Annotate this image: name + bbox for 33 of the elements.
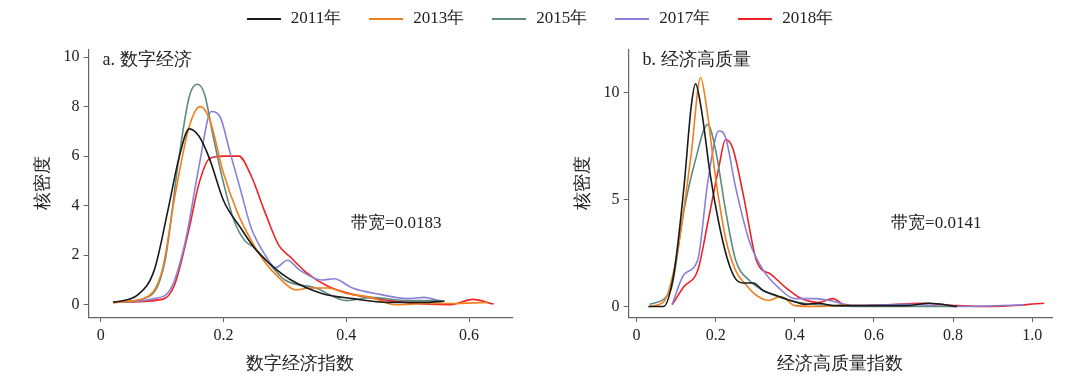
x-tick-label: 0.8 [943, 326, 964, 343]
x-axis-title: 经济高质量指数 [777, 352, 904, 373]
annotation: 带宽=0.0183 [351, 213, 442, 233]
x-tick-label: 0.4 [336, 326, 357, 343]
y-tick-label: 6 [71, 146, 80, 164]
x-tick-label: 1.0 [1022, 326, 1043, 343]
annotation: 带宽=0.0141 [891, 213, 982, 233]
y-axis-title: 核密度 [31, 156, 52, 212]
line-series [647, 76, 848, 308]
y-axis-title: 核密度 [571, 156, 592, 212]
x-axis-title: 数字经济指数 [246, 352, 355, 373]
x-tick-label: 0.2 [705, 326, 726, 343]
y-tick-label: 2 [71, 245, 80, 263]
x-tick-label: 0.2 [213, 326, 234, 343]
chart-title: b. 经济高质量 [642, 49, 751, 70]
x-tick-label: 0 [632, 326, 641, 343]
y-tick-label: 8 [71, 96, 80, 114]
legend-label: 2015年 [535, 7, 588, 29]
y-tick-label: 0 [611, 296, 620, 314]
legend-label: 2011年 [289, 7, 342, 29]
y-tick-label: 5 [611, 189, 620, 207]
x-tick-label: 0.6 [863, 326, 884, 343]
legend-label: 2013年 [412, 7, 465, 29]
x-tick-label: 0.4 [784, 326, 805, 343]
y-tick-label: 4 [71, 195, 80, 213]
legend-label: 2017年 [658, 7, 711, 29]
chart-title: a. 数字经济 [102, 49, 192, 70]
x-tick-label: 0.6 [459, 326, 480, 343]
x-tick-label: 0 [96, 326, 105, 343]
y-tick-label: 10 [603, 82, 620, 100]
y-tick-label: 10 [63, 47, 80, 65]
y-tick-label: 0 [71, 295, 80, 313]
legend-label: 2018年 [781, 7, 834, 29]
